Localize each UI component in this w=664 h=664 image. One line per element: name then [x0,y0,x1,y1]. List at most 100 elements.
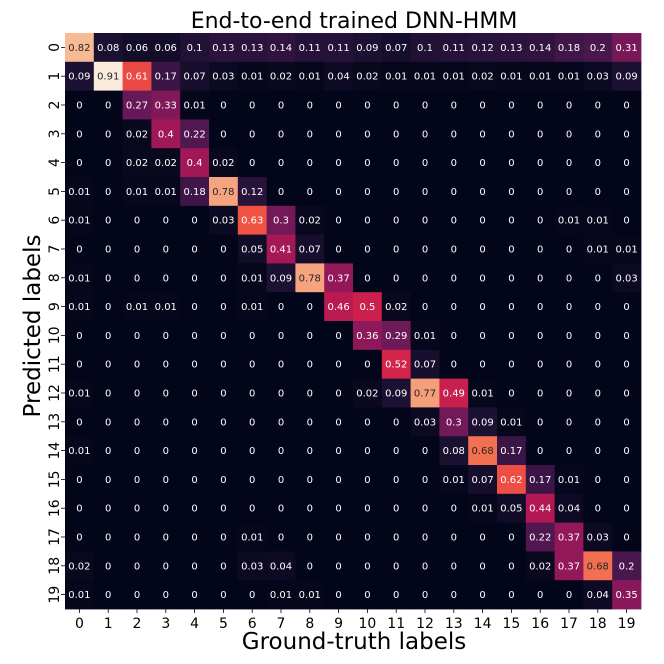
heatmap-cell [468,90,498,120]
heatmap-cell [151,522,181,552]
cell-value-label: 0.02 [155,158,177,169]
heatmap-cell [439,407,469,437]
heatmap-cell [612,292,642,322]
heatmap-cell [353,148,383,178]
heatmap-cell [295,205,325,235]
cell-value-label: 0 [307,561,313,572]
cell-value-label: 0.29 [385,331,407,342]
cell-value-label: 0 [595,273,601,284]
heatmap-cell [612,61,642,91]
cell-value-label: 0 [623,389,629,400]
heatmap-cell [324,234,354,264]
cell-value-label: 0 [393,187,399,198]
cell-value-label: 0 [76,331,82,342]
heatmap-cell [209,465,239,495]
cell-value-label: 0.17 [155,72,177,83]
cell-value-label: 0 [278,129,284,140]
cell-value-label: 0 [191,533,197,544]
x-tick-label: 10 [358,616,376,632]
heatmap-cell [93,465,123,495]
cell-value-label: 0.01 [414,331,436,342]
heatmap-cell [180,407,210,437]
cell-value-label: 0.01 [558,475,580,486]
cell-value-label: 0.02 [270,72,292,83]
cell-value-label: 0.11 [299,43,321,54]
y-tick-label: 19 [47,586,63,604]
heatmap-cell [151,119,181,149]
heatmap-cell [295,378,325,408]
heatmap-cell [237,580,267,610]
heatmap-cell [554,349,584,379]
heatmap-cell [353,522,383,552]
heatmap-cell [497,551,527,581]
cell-value-label: 0.3 [273,216,289,227]
heatmap-cell [439,522,469,552]
cell-value-label: 0 [278,533,284,544]
cell-value-label: 0 [566,302,572,313]
cell-value-label: 0 [364,533,370,544]
heatmap-cell [151,378,181,408]
cell-value-label: 0 [537,158,543,169]
heatmap-cell [353,580,383,610]
cell-value-label: 0 [76,417,82,428]
cell-value-label: 0 [134,533,140,544]
heatmap-cell [209,148,239,178]
cell-value-label: 0 [566,273,572,284]
cell-value-label: 0.04 [558,504,580,515]
heatmap-cell [93,378,123,408]
cell-value-label: 0 [335,158,341,169]
y-tick-label: 18 [47,557,63,575]
y-tick-label: 13 [47,413,63,431]
cell-value-label: 0 [508,245,514,256]
cell-value-label: 0 [220,475,226,486]
x-tick-label: 5 [219,616,228,632]
heatmap-cell [324,177,354,207]
heatmap-cell [324,33,354,63]
cell-value-label: 0.01 [414,72,436,83]
cell-value-label: 0 [422,245,428,256]
cell-value-label: 0 [76,129,82,140]
cell-value-label: 0.03 [587,533,609,544]
heatmap-cell [525,436,555,466]
cell-value-label: 0.44 [529,504,551,515]
heatmap-cell [525,551,555,581]
heatmap-cell [266,234,296,264]
cell-value-label: 0 [451,187,457,198]
heatmap-cell [612,321,642,351]
heatmap-cell [65,205,95,235]
heatmap-cell [353,119,383,149]
heatmap-cell [122,436,152,466]
cell-value-label: 0 [422,561,428,572]
cell-value-label: 0 [451,360,457,371]
cell-value-label: 0.03 [212,216,234,227]
cell-value-label: 0.1 [417,43,433,54]
cell-value-label: 0 [508,216,514,227]
cell-value-label: 0.11 [443,43,465,54]
cell-value-label: 0.35 [615,590,637,601]
cell-value-label: 0 [595,475,601,486]
cell-value-label: 0.01 [68,590,90,601]
cell-value-label: 0 [134,273,140,284]
cell-value-label: 0.03 [212,72,234,83]
cell-value-label: 0 [278,446,284,457]
heatmap-cell [324,378,354,408]
heatmap-cell [324,407,354,437]
cell-value-label: 0 [537,389,543,400]
cell-value-label: 0 [537,302,543,313]
heatmap-cell [353,90,383,120]
cell-value-label: 0 [623,475,629,486]
cell-value-label: 0.5 [359,302,375,313]
cell-value-label: 0 [364,446,370,457]
cell-value-label: 0 [422,187,428,198]
chart-title: End-to-end trained DNN-HMM [191,9,518,34]
cell-value-label: 0 [595,187,601,198]
cell-value-label: 0.01 [587,216,609,227]
cell-value-label: 0.05 [500,504,522,515]
heatmap-cell [468,580,498,610]
heatmap-cell [209,205,239,235]
cell-value-label: 0 [220,417,226,428]
heatmap-cell [93,61,123,91]
cell-value-label: 0 [566,187,572,198]
cell-value-label: 0 [249,101,255,112]
cell-value-label: 0.01 [270,590,292,601]
